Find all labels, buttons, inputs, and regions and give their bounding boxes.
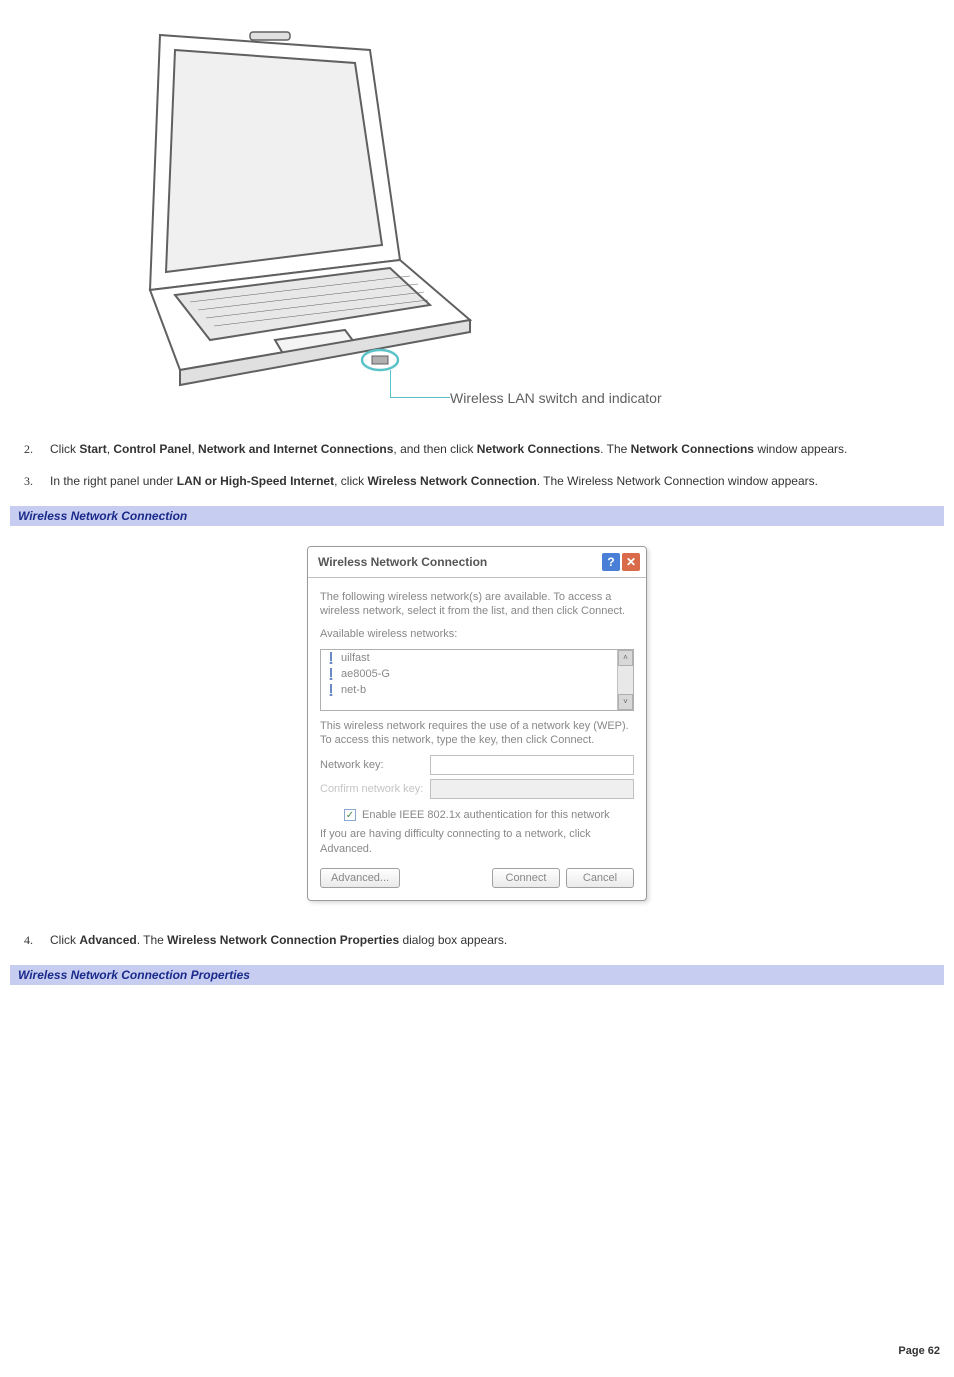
advanced-button[interactable]: Advanced... — [320, 868, 400, 888]
ieee-8021x-checkbox[interactable]: ✓ — [344, 809, 356, 821]
cancel-button[interactable]: Cancel — [566, 868, 634, 888]
difficulty-text: If you are having difficulty connecting … — [320, 827, 634, 856]
step-number: 3. — [24, 472, 33, 490]
network-list-item[interactable]: net-b — [321, 682, 617, 698]
network-icon — [327, 684, 335, 696]
steps-list-b: 4. Click Advanced. The Wireless Network C… — [10, 931, 944, 949]
step-number: 4. — [24, 931, 33, 949]
dialog-title: Wireless Network Connection — [318, 555, 487, 569]
network-name: ae8005-G — [341, 668, 390, 680]
caption-leader-line — [390, 370, 450, 398]
dialog-intro-text: The following wireless network(s) are av… — [320, 590, 634, 619]
network-icon — [327, 668, 335, 680]
scroll-down-button[interactable]: ˅ — [618, 694, 633, 710]
connect-button[interactable]: Connect — [492, 868, 560, 888]
scroll-up-button[interactable]: ˄ — [618, 650, 633, 666]
step-number: 2. — [24, 440, 33, 458]
network-name: net-b — [341, 684, 366, 696]
wireless-connection-dialog: Wireless Network Connection ? ✕ The foll… — [307, 546, 647, 901]
section-heading-wncp: Wireless Network Connection Properties — [10, 965, 944, 985]
figure-caption: Wireless LAN switch and indicator — [450, 390, 662, 406]
network-icon — [327, 652, 335, 664]
close-button[interactable]: ✕ — [622, 553, 640, 571]
network-key-label: Network key: — [320, 759, 430, 771]
step-item: 2. Click Start, Control Panel, Network an… — [10, 440, 944, 458]
network-list-item[interactable]: ae8005-G — [321, 666, 617, 682]
available-networks-label: Available wireless networks: — [320, 627, 634, 641]
dialog-titlebar: Wireless Network Connection ? ✕ — [308, 547, 646, 577]
network-list-item[interactable]: uilfast — [321, 650, 617, 666]
network-name: uilfast — [341, 652, 370, 664]
listbox-scrollbar[interactable]: ˄ ˅ — [617, 650, 633, 710]
step-text: Click Advanced. The Wireless Network Con… — [50, 933, 507, 947]
confirm-key-label: Confirm network key: — [320, 783, 430, 795]
laptop-figure: Wireless LAN switch and indicator — [70, 30, 944, 410]
steps-list-a: 2. Click Start, Control Panel, Network an… — [10, 440, 944, 490]
network-key-input[interactable] — [430, 755, 634, 775]
step-item: 3. In the right panel under LAN or High-S… — [10, 472, 944, 490]
wep-requirement-text: This wireless network requires the use o… — [320, 719, 634, 748]
confirm-key-input — [430, 779, 634, 799]
help-button[interactable]: ? — [602, 553, 620, 571]
page-number: Page 62 — [10, 1345, 944, 1357]
ieee-8021x-label: Enable IEEE 802.1x authentication for th… — [362, 809, 610, 821]
section-heading-wnc: Wireless Network Connection — [10, 506, 944, 526]
step-text: In the right panel under LAN or High-Spe… — [50, 474, 818, 488]
available-networks-listbox[interactable]: uilfast ae8005-G net-b ˄ ˅ — [320, 649, 634, 711]
step-text: Click Start, Control Panel, Network and … — [50, 442, 847, 456]
laptop-illustration — [70, 30, 490, 410]
step-item: 4. Click Advanced. The Wireless Network C… — [10, 931, 944, 949]
